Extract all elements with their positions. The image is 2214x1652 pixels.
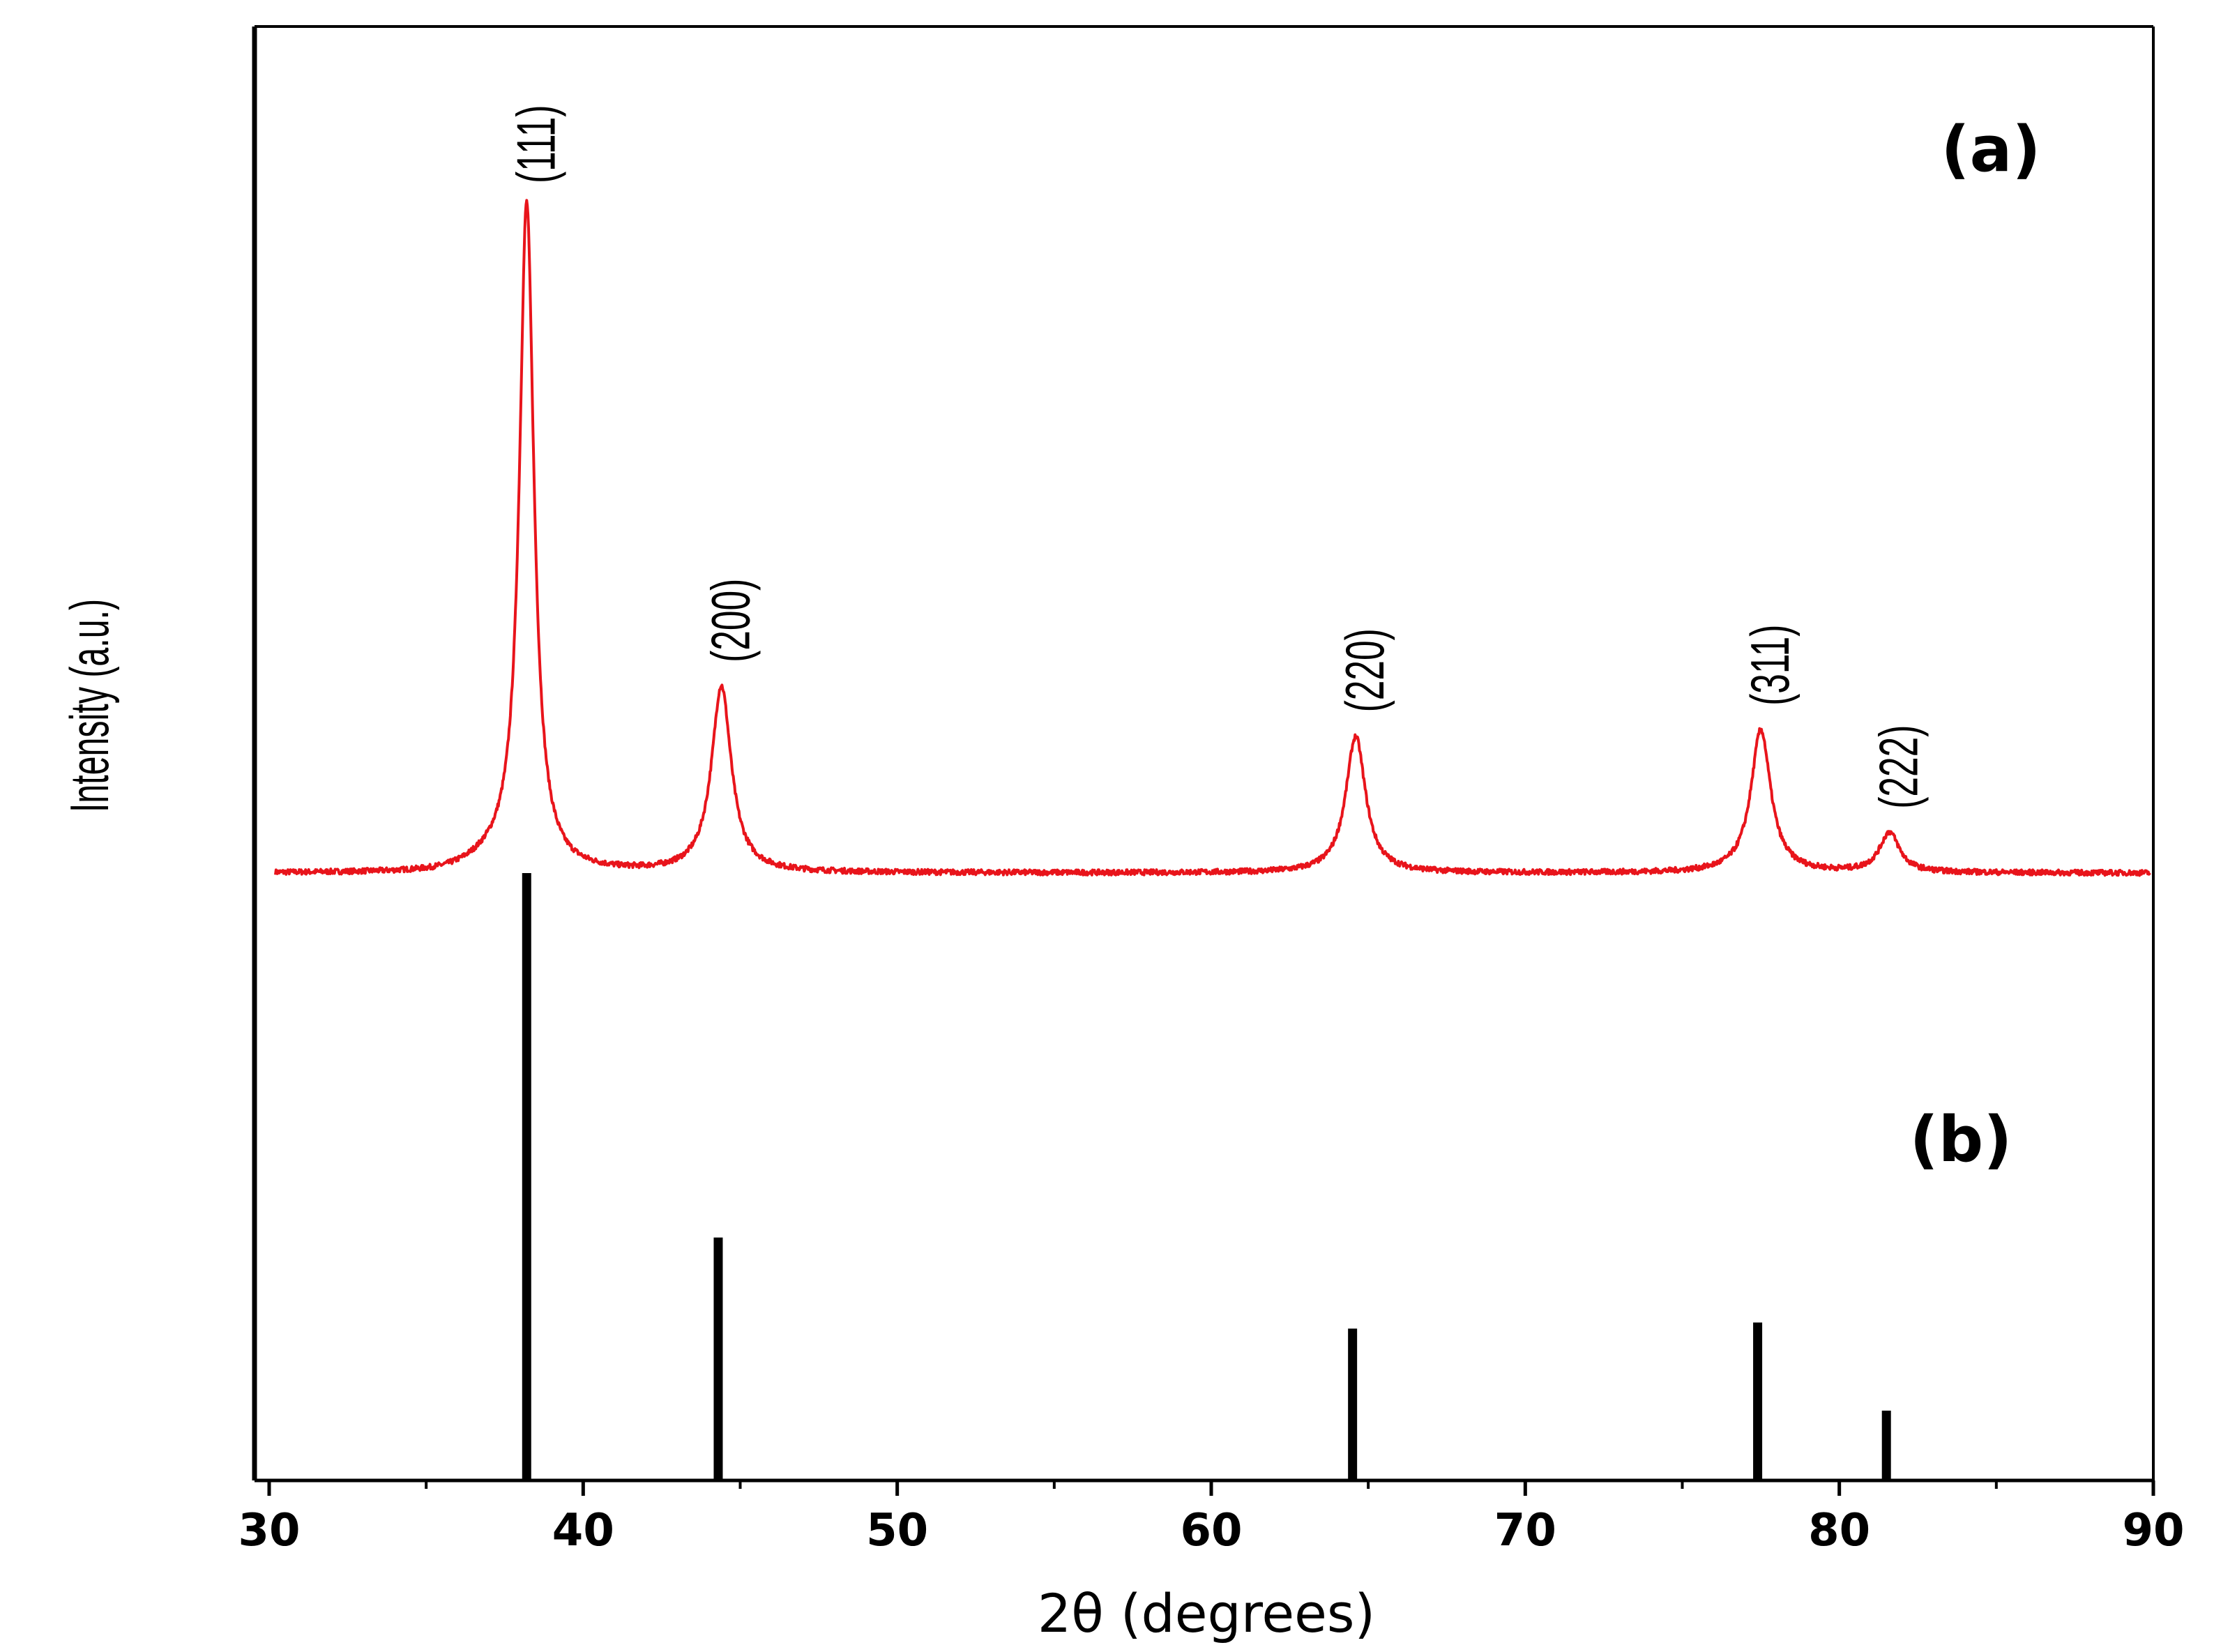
x-tick-label: 80 [1808, 1505, 1870, 1556]
y-axis-title: Intensity (a.u.) [59, 599, 120, 812]
x-tick-label: 30 [238, 1505, 300, 1556]
peak-label: (311) [1740, 625, 1800, 706]
x-tick-label: 60 [1180, 1505, 1242, 1556]
x-tick-label: 70 [1494, 1505, 1556, 1556]
peak-labels: (111) (200) (220) (311) (222) [506, 105, 1930, 808]
x-tick-label: 40 [552, 1505, 614, 1556]
peak-label: (200) [701, 579, 761, 662]
plot-frame [252, 25, 2155, 1483]
measured-curve [274, 199, 2151, 877]
measured-pattern [274, 199, 2151, 877]
peak-label: (222) [1869, 725, 1929, 809]
peak-label: (220) [1335, 628, 1396, 712]
reference-stick-pattern [522, 873, 1891, 1480]
x-axis-title: 2θ (degrees) [1038, 1582, 1375, 1644]
x-tick-label: 50 [866, 1505, 928, 1556]
panel-label-a: (a) [1941, 113, 2041, 186]
x-tick-label: 90 [2122, 1505, 2184, 1556]
peak-label: (111) [506, 105, 567, 183]
panel-label-b: (b) [1910, 1103, 2012, 1176]
x-axis-ticks: 30 40 50 60 70 80 90 [238, 1480, 2185, 1556]
